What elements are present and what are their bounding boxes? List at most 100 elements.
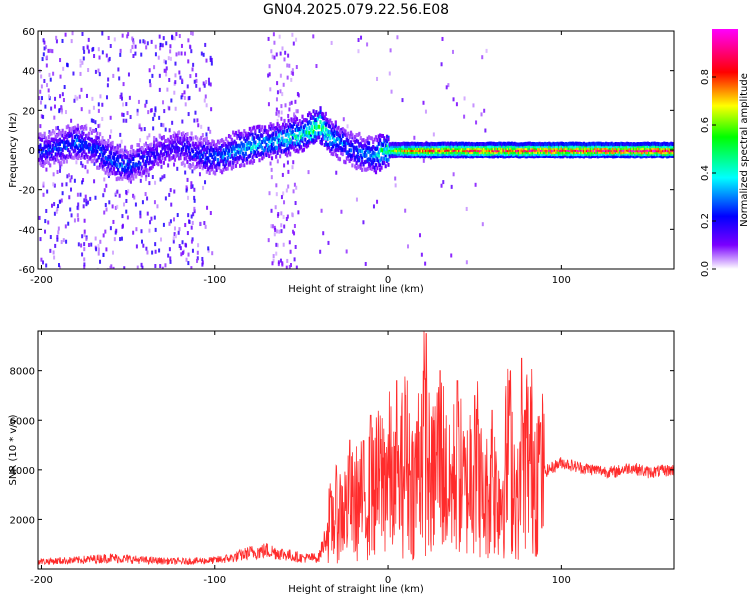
spectrogram-ridge-cell: [483, 148, 486, 153]
spectrogram-cell: [440, 183, 443, 188]
spectrogram-cell: [205, 132, 208, 137]
spectrogram-ridge-cell: [263, 151, 267, 156]
spectrogram-cell: [320, 208, 323, 213]
spectrogram-ridge-cell: [153, 151, 156, 156]
spectrogram-ridge-cell: [103, 151, 106, 156]
spectrogram-cell: [277, 113, 280, 118]
spectrogram-ridge-cell: [606, 142, 609, 147]
spectrogram-cell: [107, 58, 110, 63]
spectrogram-ridge-cell: [298, 130, 301, 135]
spectrogram-cell: [47, 220, 50, 225]
spectrogram-ridge-cell: [329, 124, 332, 129]
spectrogram-ridge-cell: [76, 123, 80, 128]
spectrogram-ridge-cell: [397, 146, 400, 151]
spectrogram-cell: [136, 265, 139, 269]
spectrogram-ridge-cell: [495, 151, 498, 156]
spectrogram-cell: [102, 148, 105, 153]
spectrogram-cell: [156, 139, 159, 144]
spectrogram-ridge-cell: [609, 142, 612, 147]
spectrogram-ridge-cell: [413, 148, 416, 153]
spectrogram-cell: [274, 205, 277, 210]
spectrogram-ridge-cell: [68, 152, 71, 157]
spectrogram-cell: [294, 99, 297, 104]
spectrogram-ridge-cell: [279, 148, 282, 153]
spectrogram-cell: [48, 130, 51, 135]
spectrogram-ridge-cell: [173, 149, 177, 154]
spectrogram-ridge-cell: [97, 138, 100, 143]
spectrogram-cell: [46, 139, 49, 144]
spectrogram-ridge-cell: [161, 143, 164, 148]
spectrogram-ridge-cell: [212, 170, 215, 175]
spectrogram-ridge-cell: [197, 160, 200, 165]
spectrogram-ridge-cell: [385, 139, 389, 144]
spectrogram-ridge-cell: [189, 143, 192, 148]
spectrogram-ridge-cell: [544, 154, 547, 159]
spectrogram-ridge-cell: [49, 132, 52, 137]
spectrogram-cell: [180, 43, 183, 48]
spectrogram-cell: [126, 215, 129, 220]
spectrogram-ridge-cell: [599, 141, 602, 146]
colorbar-ticks: 0.00.20.40.60.8: [700, 69, 716, 277]
spectrogram-ridge-cell: [354, 164, 357, 169]
spectrogram-ridge-cell: [39, 137, 42, 142]
spectrogram-ridge-cell: [582, 144, 586, 149]
spectrogram-cell: [109, 43, 112, 48]
spectrogram-ridge-cell: [331, 144, 335, 149]
spectrogram-ridge-cell: [538, 144, 541, 149]
spectrogram-cell: [64, 224, 67, 229]
spectrogram-ridge-cell: [428, 142, 432, 147]
spectrogram-cell: [187, 195, 190, 200]
spectrogram-ridge-cell: [406, 148, 409, 153]
spectrogram-cell: [82, 56, 85, 61]
spectrogram-ridge-cell: [86, 154, 89, 159]
spectrogram-cell: [275, 97, 278, 102]
spectrogram-ridge-cell: [412, 144, 415, 149]
spectrogram-ridge-cell: [301, 128, 304, 133]
spectrogram-ridge-cell: [200, 151, 203, 156]
spectrogram-cell: [92, 105, 95, 110]
spectrogram-ridge-cell: [101, 140, 104, 145]
spectrogram-ridge-cell: [90, 138, 93, 143]
spectrogram-cell: [389, 48, 392, 53]
spectrogram-cell: [82, 46, 85, 51]
spectrogram-ridge-cell: [155, 152, 159, 157]
spectrogram-ridge-cell: [198, 155, 202, 160]
spectrogram-cell: [295, 185, 298, 190]
spectrogram-cell: [151, 250, 154, 255]
spectrogram-cell: [132, 54, 135, 59]
spectrogram-ridge-cell: [562, 151, 565, 156]
spectrogram-ridge-cell: [592, 144, 595, 149]
spectrogram-cell: [101, 31, 104, 36]
spectrogram-ridge-cell: [110, 167, 113, 172]
spectrogram-ridge-cell: [92, 139, 95, 144]
spectrogram-cell: [167, 253, 170, 258]
spectrogram-ridge-cell: [489, 146, 493, 151]
spectrogram-ridge-cell: [356, 148, 360, 153]
spectrogram-ridge-cell: [112, 147, 116, 152]
spectrogram-cell: [53, 255, 56, 260]
spectrogram-cell: [119, 143, 122, 148]
spectrogram-cell: [172, 239, 175, 244]
spectrogram-ridge-cell: [526, 144, 529, 149]
spectrogram-ridge-cell: [302, 125, 305, 130]
spectrogram-cell: [111, 250, 114, 255]
spectrogram-ridge-cell: [212, 140, 215, 145]
spectrogram-cell: [121, 96, 124, 101]
spectrogram-ridge-cell: [459, 154, 462, 159]
spectrogram-ridge-cell: [121, 170, 124, 175]
spectrogram-cell: [295, 265, 298, 269]
spectrogram-ridge-cell: [65, 133, 68, 138]
spectrogram-ridge-cell: [62, 132, 66, 137]
spectrogram-cell: [110, 164, 113, 169]
spectrogram-ridge-cell: [625, 141, 629, 146]
spectrogram-cell: [164, 68, 167, 73]
spectrogram-ridge-cell: [492, 146, 495, 151]
spectrogram-ridge-cell: [629, 146, 633, 151]
spectrogram-ridge-cell: [283, 129, 286, 134]
spectrogram-cell: [277, 110, 280, 115]
spectrogram-cell: [275, 192, 278, 197]
spectrogram-ridge-cell: [629, 142, 633, 147]
spectrogram-ridge-cell: [505, 142, 508, 147]
spectrogram-ridge-cell: [387, 157, 390, 162]
spectrogram-ridge-cell: [268, 136, 271, 141]
